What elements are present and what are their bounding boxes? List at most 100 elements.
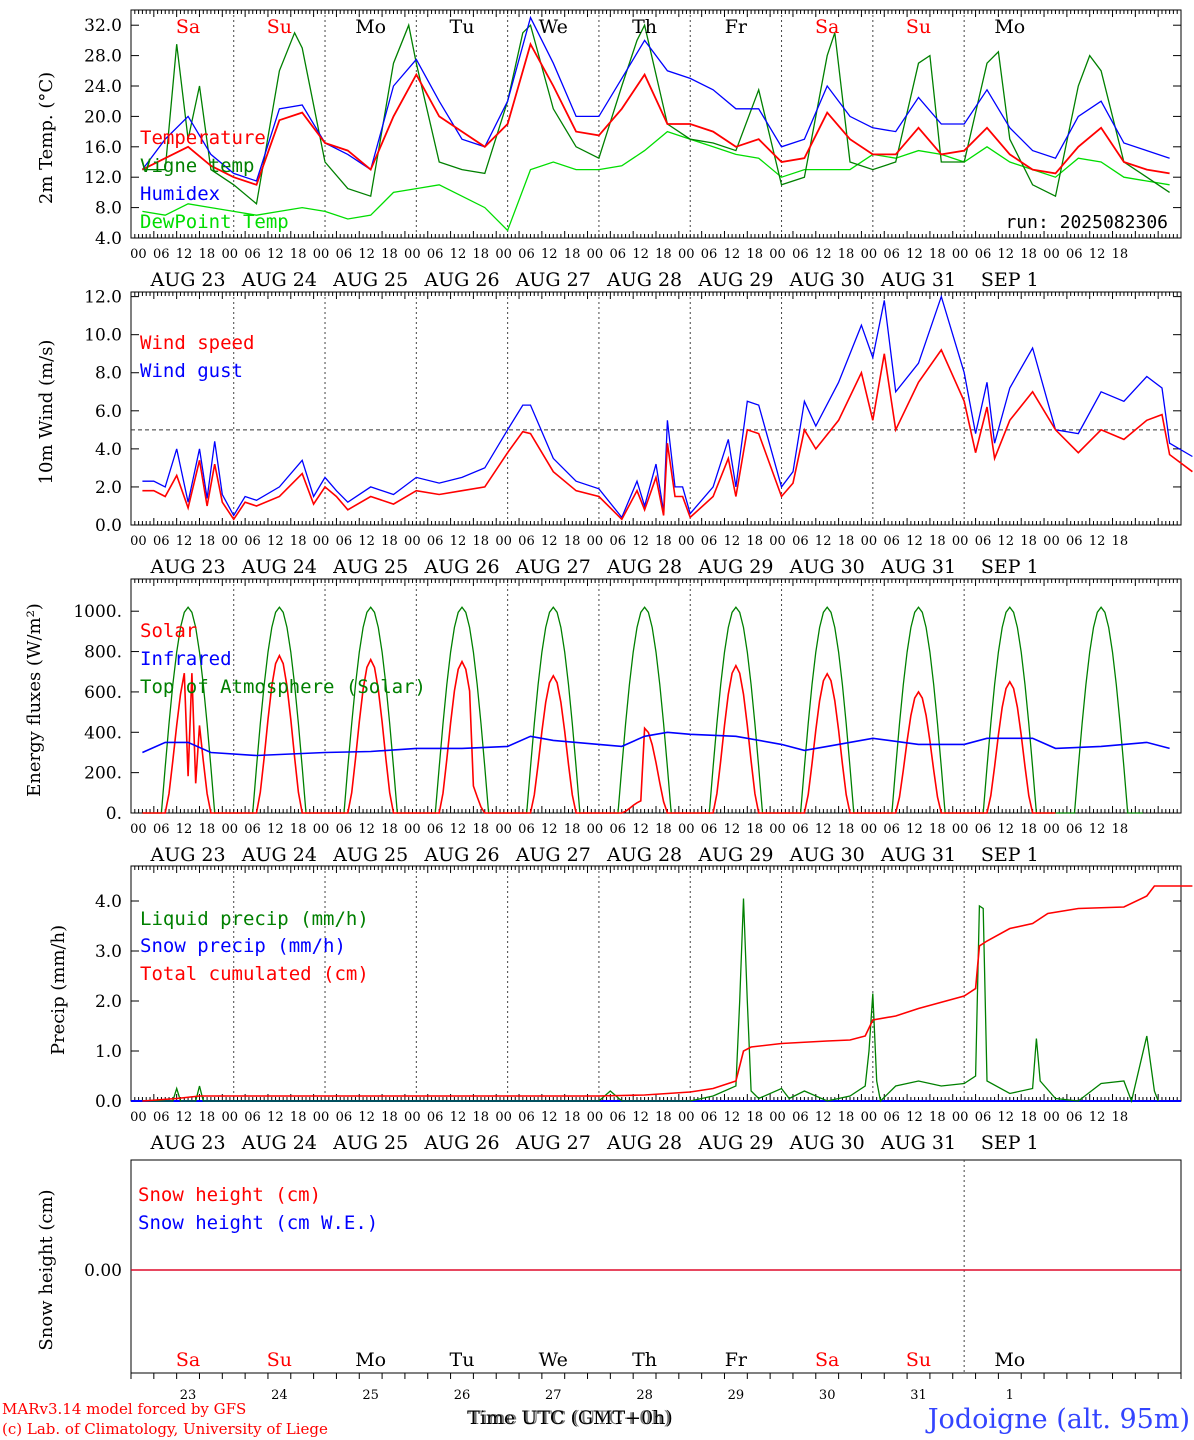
hour-label: 00 [404, 822, 421, 837]
hour-label: 18 [929, 822, 946, 837]
hour-label: 06 [336, 247, 353, 262]
hour-label: 06 [1066, 247, 1083, 262]
day-number: 29 [728, 1388, 745, 1403]
date-label: AUG 26 [423, 556, 499, 578]
hour-label: 18 [1020, 534, 1037, 549]
date-label: AUG 31 [880, 844, 956, 866]
hour-label: 00 [587, 1110, 604, 1125]
day-name: Fr [725, 1349, 748, 1371]
hour-label: 18 [473, 822, 490, 837]
hour-label: 12 [632, 247, 649, 262]
day-name: We [539, 1349, 568, 1371]
hour-label: 18 [564, 247, 581, 262]
panel-precip: 00 06 12 18 00 06 12 18 00 06 12 18 00 06 12 18 00 06 12 18… [95, 865, 1193, 1154]
hour-label: 00 [1043, 1110, 1060, 1125]
day-number: 31 [910, 1388, 927, 1403]
hour-label: 18 [473, 534, 490, 549]
y-tick-label: 24.0 [84, 77, 122, 97]
solar-line [142, 653, 1056, 814]
hour-label: 06 [153, 534, 170, 549]
plot-frame [130, 9, 1182, 239]
y-tick-label: 8.0 [95, 199, 122, 219]
hour-label: 06 [975, 534, 992, 549]
hour-label: 06 [244, 247, 261, 262]
hour-label: 12 [176, 822, 193, 837]
hour-label: 12 [358, 534, 375, 549]
hour-label: 00 [678, 247, 695, 262]
hour-label: 18 [929, 247, 946, 262]
hour-label: 00 [769, 822, 786, 837]
hour-label: 00 [130, 1110, 147, 1125]
hour-label: 06 [153, 1110, 170, 1125]
hour-label: 12 [1089, 822, 1106, 837]
hour-label: 12 [724, 822, 741, 837]
hour-label: 18 [746, 247, 763, 262]
temp-ylabel: 2m Temp. (°C) [36, 72, 57, 204]
hour-label: 18 [1020, 822, 1037, 837]
footer-copyright: (c) Lab. of Climatology, University of L… [2, 1420, 328, 1438]
hour-label: 00 [130, 534, 147, 549]
hour-label: 18 [1112, 1110, 1129, 1125]
date-label: AUG 30 [789, 269, 865, 291]
wind-speed-line [142, 348, 1193, 521]
hour-label: 12 [632, 534, 649, 549]
hour-label: 00 [587, 822, 604, 837]
hour-label: 00 [495, 1110, 512, 1125]
total-cumulated-line [142, 885, 1193, 1102]
y-tick-label: 10.0 [84, 326, 122, 346]
humidex-line [141, 15, 1170, 182]
hour-label: 00 [678, 534, 695, 549]
date-label: AUG 28 [606, 844, 682, 866]
date-label: AUG 26 [423, 1132, 499, 1154]
hour-label: 12 [267, 1110, 284, 1125]
date-label: AUG 24 [241, 1132, 317, 1154]
day-name: Mo [355, 1349, 386, 1371]
hour-label: 12 [815, 822, 832, 837]
day-name: Fr [725, 16, 748, 38]
date-label: AUG 23 [149, 556, 225, 578]
footer-model: MARv3.14 model forced by GFS [2, 1400, 246, 1418]
station-label: Jodoigne (alt. 95m) [925, 1404, 1190, 1435]
hour-label: 00 [678, 822, 695, 837]
day-number: 23 [180, 1388, 197, 1403]
hour-label: 12 [176, 247, 193, 262]
hour-label: 00 [221, 534, 238, 549]
infrared-line [142, 731, 1170, 757]
hour-label: 06 [518, 1110, 535, 1125]
footer-time-axis-a: Time UTC (GMT+0h) [467, 1407, 673, 1429]
hour-label: 06 [336, 822, 353, 837]
hour-label: 12 [541, 822, 558, 837]
y-tick-label: 8.0 [95, 364, 122, 384]
hour-label: 00 [1043, 822, 1060, 837]
hour-label: 12 [632, 1110, 649, 1125]
hour-label: 12 [906, 822, 923, 837]
footer-time-axis-b: Time UTC (UTC+0h) [469, 1407, 671, 1429]
day-name: Tu [450, 16, 475, 38]
hour-label: 12 [998, 822, 1015, 837]
hour-label: 06 [975, 1110, 992, 1125]
hour-label: 18 [199, 822, 216, 837]
hour-label: 18 [655, 534, 672, 549]
date-label: AUG 24 [241, 844, 317, 866]
hour-label: 12 [906, 1110, 923, 1125]
day-name: Tu [450, 1349, 475, 1371]
date-label: AUG 25 [332, 844, 408, 866]
y-tick-label: 4.0 [95, 229, 122, 249]
plot-frame [130, 291, 1182, 526]
hour-label: 00 [495, 822, 512, 837]
hour-label: 06 [609, 247, 626, 262]
date-label: AUG 30 [789, 556, 865, 578]
hour-label: 12 [815, 534, 832, 549]
hour-label: 06 [244, 534, 261, 549]
hour-label: 18 [1112, 822, 1129, 837]
hour-label: 18 [1020, 247, 1037, 262]
hour-label: 00 [313, 247, 330, 262]
hour-label: 00 [1043, 247, 1060, 262]
day-name: We [539, 16, 568, 38]
date-label: AUG 23 [149, 1132, 225, 1154]
day-name: Mo [355, 16, 386, 38]
day-name: Su [267, 1349, 292, 1371]
hour-label: 00 [221, 247, 238, 262]
hour-label: 00 [952, 1110, 969, 1125]
hour-label: 06 [427, 247, 444, 262]
